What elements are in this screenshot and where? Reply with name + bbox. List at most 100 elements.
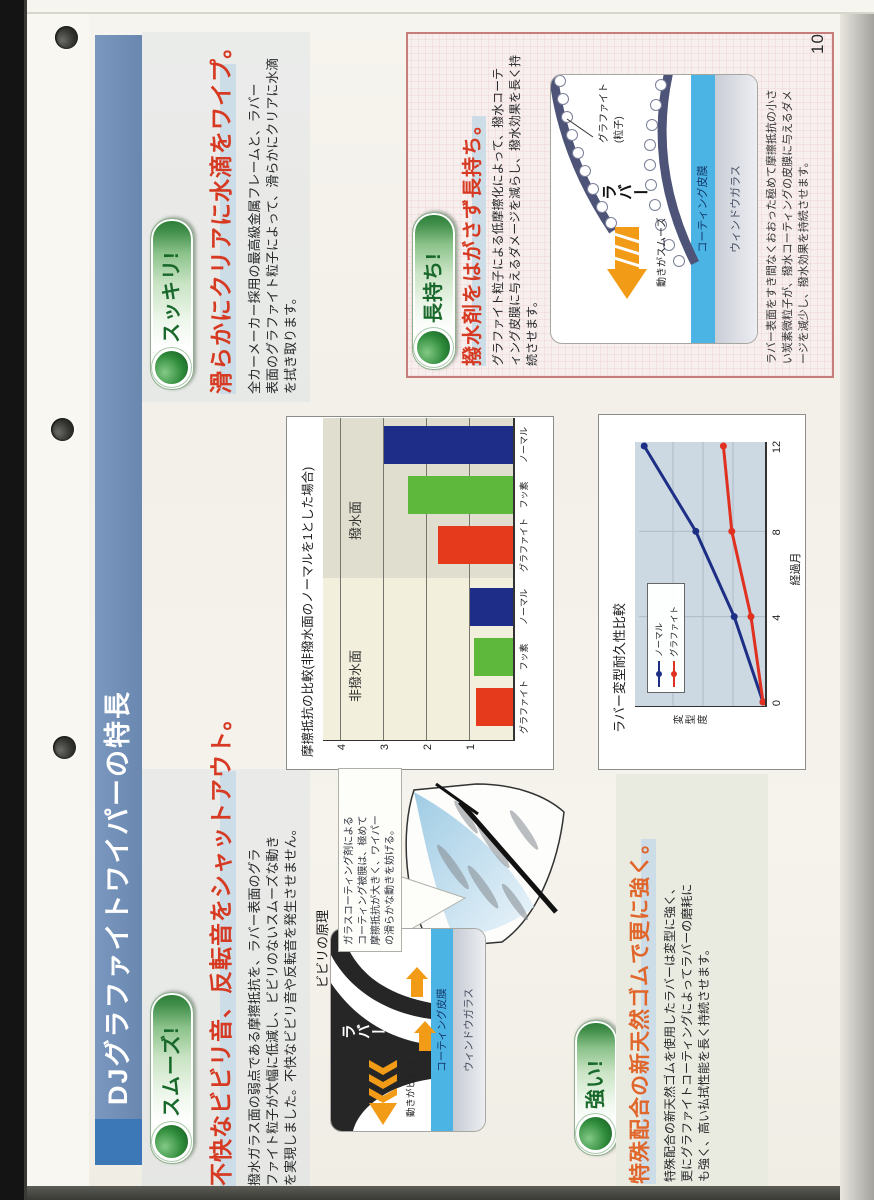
green-dot-icon <box>417 331 450 364</box>
chatter-arrow-icon <box>369 1060 397 1125</box>
x-tick-label: 0 <box>771 699 783 707</box>
y-tick-label: 4 <box>336 744 348 751</box>
glass-label: ウィンドウガラス <box>730 165 742 253</box>
x-category-label: ノーマル <box>519 589 529 626</box>
headline-clear: 滑らかにクリアに水滴をワイプ。 <box>208 34 234 394</box>
x-category-label: フッ素 <box>519 481 529 509</box>
page-edge-shadow <box>840 0 874 1200</box>
body-clear: 全カーメーカー採用の最高級金属フレームと、ラバー 表面のグラファイト粒子によって… <box>247 57 298 394</box>
callout-bubble: ガラスコーティング剤による コーティング被膜は、極めて 摩擦抵抗が大きく、ワイパ… <box>338 768 402 952</box>
coating-label: コーティング皮膜 <box>697 165 709 253</box>
lasting-caption: ラバー表面をすき間なくおおった極めて摩擦抵抗の小さ い炭素微粒子が、撥水コーティ… <box>766 89 810 364</box>
legend-item-normal: ノーマル <box>651 589 666 687</box>
body-lasting: グラファイト粒子による低摩擦化によって、撥水コーテ ィング皮膜に与えるダメージを… <box>491 54 539 366</box>
y-tick-label: 3 <box>379 744 391 751</box>
y-tick-label: 1 <box>465 744 477 751</box>
gridline <box>426 418 427 740</box>
data-point <box>728 527 736 535</box>
line-chart-ylabel: 変型度 <box>673 716 709 727</box>
bar-グラファイト <box>437 526 513 564</box>
pointer-line <box>566 118 594 138</box>
gridline <box>469 418 470 740</box>
line-chart-xlabel: 経過月 <box>790 552 802 586</box>
data-point <box>759 698 767 706</box>
headline-strong: 特殊配合の新天然ゴムで更に強く。 <box>629 832 652 1184</box>
green-dot-icon <box>579 1117 612 1150</box>
title-bar: DJグラファイトワイパーの特長 <box>95 35 142 1165</box>
glass-band <box>715 75 757 343</box>
bibiri-diagram-title: ビビリの原理 <box>315 909 330 988</box>
headline-smooth: 不快なビビリ音、反転音をシャットアウト。 <box>208 706 234 1186</box>
binder-hole <box>53 736 76 759</box>
legend-marker-icon <box>670 661 677 687</box>
gridline <box>340 418 341 740</box>
graphite-particle-label: グラファイト (粒子) <box>599 83 625 143</box>
x-tick-label: 8 <box>771 529 783 536</box>
line-chart-title: ラバー変型耐久性比較 <box>612 603 627 733</box>
graphite-beads <box>554 75 685 267</box>
binder-hole <box>55 26 78 49</box>
durability-line-chart: ラバー変型耐久性比較 変型度 ノーマル グラファイト 0 4 8 12 経過月 <box>598 414 806 770</box>
motion-label: 動きがビビリ <box>406 1059 417 1117</box>
bar-フッ素 <box>407 476 513 514</box>
rubber-wedge <box>331 929 431 1019</box>
gridline <box>383 418 384 740</box>
line-グラファイト <box>721 445 765 703</box>
legend-marker-icon <box>655 661 662 687</box>
bar-フッ素 <box>474 638 513 676</box>
wiper-blade <box>458 800 558 914</box>
friction-bar-chart: 摩擦抵抗の比較(非撥水面のノーマルを1とした場合) 非撥水面 撥水面 1 2 3 4 グ… <box>286 416 554 770</box>
title-bar-cap <box>95 1119 142 1165</box>
bar-ノーマル <box>470 588 513 626</box>
rubber-strip <box>657 74 700 266</box>
rubber-wedge <box>331 983 431 1131</box>
badge-clear: スッキリ! <box>150 218 194 390</box>
badge-smooth: スムーズ! <box>150 992 194 1164</box>
bar-ノーマル <box>384 426 513 464</box>
scan-edge <box>0 0 27 1200</box>
glass-band <box>453 929 485 1131</box>
y-tick-label: 2 <box>422 744 434 751</box>
x-category-label: グラファイト <box>519 518 529 573</box>
bar-plot-area: 非撥水面 撥水面 1 2 3 4 グラファイト フッ素 ノーマル グラファイト フッ素 ノーマル <box>323 418 529 750</box>
coating-band <box>691 75 715 343</box>
green-dot-icon <box>155 1125 188 1158</box>
x-tick-label: 4 <box>771 614 783 621</box>
coating-label: コーティング皮膜 <box>436 988 448 1072</box>
x-category-label: グラファイト <box>519 680 529 735</box>
scan-edge <box>0 1186 874 1200</box>
group-label-nonrepellent: 非撥水面 <box>348 649 363 702</box>
resistance-arrow-icon <box>406 967 436 1051</box>
rubber-label: ラバー <box>341 1024 386 1041</box>
data-point <box>719 442 727 450</box>
badge-strong: 強い! <box>574 1020 618 1156</box>
bar-chart-title: 摩擦抵抗の比較(非撥水面のノーマルを1とした場合) <box>301 466 315 757</box>
wiper-arm <box>435 782 479 816</box>
data-point <box>640 442 648 450</box>
data-point <box>692 527 700 535</box>
binding-margin <box>27 0 89 1200</box>
lasting-diagram: ラバー グラファイト (粒子) 動きがスムーズ コーティング皮膜 ウィンドウガラ… <box>550 74 758 344</box>
rubber-label: ラバー <box>601 186 649 203</box>
x-category-label: フッ素 <box>519 643 529 671</box>
page-title: DJグラファイトワイパーの特長 <box>103 690 133 1105</box>
coating-band <box>431 929 453 1131</box>
smooth-arrow-icon <box>607 227 647 299</box>
page-number: 10 <box>808 33 827 54</box>
page-edge <box>0 0 874 14</box>
line-ノーマル <box>642 445 765 703</box>
data-point <box>730 613 738 621</box>
body-smooth: 撥水ガラス面の弱点である摩擦抵抗を、ラバー表面のグラ ファイト粒子が大幅に低減し… <box>247 822 298 1186</box>
data-point <box>747 613 755 621</box>
bibiri-diagram: ラバー 動きがビビリ コーティング皮膜 ウィンドウガラス <box>330 928 486 1132</box>
legend-item-graphite: グラファイト <box>666 589 681 687</box>
binder-hole <box>51 418 74 441</box>
group-label-repellent: 撥水面 <box>348 500 363 540</box>
chart-legend: ノーマル グラファイト <box>647 583 685 693</box>
motion-label: 動きがスムーズ <box>657 217 668 288</box>
bar-グラファイト <box>476 688 513 726</box>
body-strong: 特殊配合の新天然ゴムを使用したラバーは変型に強く、 更にグラファイトコーティング… <box>663 882 711 1182</box>
green-dot-icon <box>155 351 188 384</box>
